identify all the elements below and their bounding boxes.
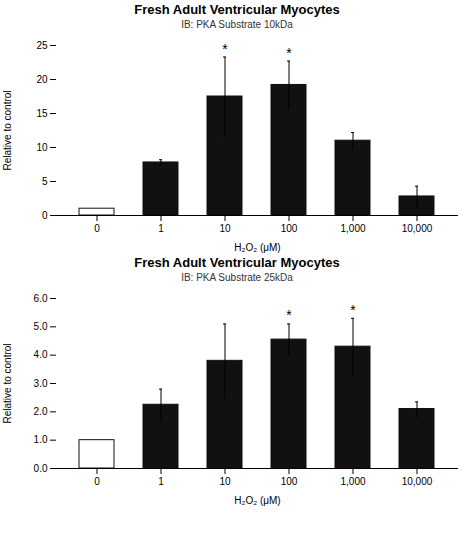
svg-text:Relative to control: Relative to control [2, 90, 13, 170]
svg-text:1,000: 1,000 [340, 223, 365, 234]
html-text:Fresh Adult Ventricular Myocyt: Fresh Adult Ventricular Myocytes [134, 2, 340, 17]
svg-text:10,000: 10,000 [402, 223, 433, 234]
svg-text:4.0: 4.0 [34, 349, 48, 360]
svg-text:1: 1 [158, 476, 164, 487]
svg-text:1,000: 1,000 [340, 476, 365, 487]
svg-text:0: 0 [42, 210, 48, 221]
svg-text:100: 100 [281, 476, 298, 487]
svg-text:*: * [222, 41, 228, 57]
svg-text:10: 10 [219, 223, 231, 234]
svg-text:3.0: 3.0 [34, 378, 48, 389]
html-text:IB: PKA Substrate 10kDa: IB: PKA Substrate 10kDa [181, 19, 293, 30]
svg-text:2.0: 2.0 [34, 406, 48, 417]
svg-text:20: 20 [36, 74, 48, 85]
svg-text:0.0: 0.0 [34, 463, 48, 474]
svg-text:15: 15 [36, 108, 48, 119]
svg-text:6.0: 6.0 [34, 293, 48, 304]
svg-text:*: * [286, 45, 292, 61]
svg-text:10,000: 10,000 [402, 476, 433, 487]
svg-text:10: 10 [219, 476, 231, 487]
svg-text:H₂O₂ (μM): H₂O₂ (μM) [234, 495, 280, 506]
svg-text:0: 0 [94, 476, 100, 487]
svg-text:25: 25 [36, 40, 48, 51]
svg-text:*: * [350, 302, 356, 318]
svg-text:10: 10 [36, 142, 48, 153]
html-text:IB: PKA Substrate 25kDa: IB: PKA Substrate 25kDa [181, 272, 293, 283]
svg-text:5.0: 5.0 [34, 321, 48, 332]
svg-text:1.0: 1.0 [34, 434, 48, 445]
svg-text:1: 1 [158, 223, 164, 234]
svg-text:Relative to control: Relative to control [2, 343, 13, 423]
svg-text:100: 100 [281, 223, 298, 234]
svg-text:0: 0 [94, 223, 100, 234]
svg-text:5: 5 [42, 176, 48, 187]
svg-text:*: * [286, 307, 292, 323]
html-text:Fresh Adult Ventricular Myocyt: Fresh Adult Ventricular Myocytes [134, 255, 340, 270]
svg-text:H₂O₂ (μM): H₂O₂ (μM) [234, 242, 280, 253]
